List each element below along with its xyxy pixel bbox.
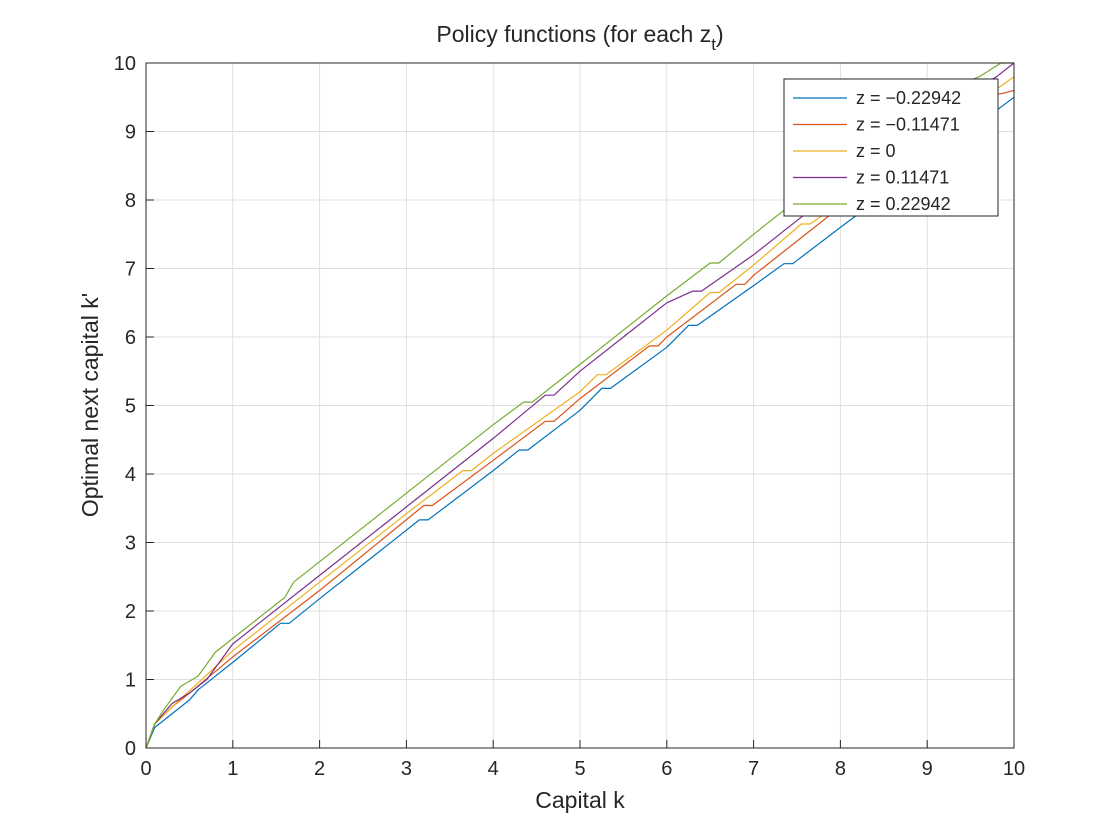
x-tick-label: 6 <box>661 758 672 780</box>
legend-entry-label: z = 0.11471 <box>856 168 949 188</box>
y-axis-label: Optimal next capital k' <box>77 293 103 517</box>
x-tick-label: 1 <box>227 758 238 780</box>
y-tick-label: 7 <box>125 259 136 281</box>
y-tick-label: 6 <box>125 327 136 349</box>
x-tick-label: 10 <box>1003 758 1025 780</box>
x-tick-label: 2 <box>314 758 325 780</box>
y-tick-label: 10 <box>114 53 136 75</box>
series-line-1 <box>145 96 1015 749</box>
x-tick-label: 7 <box>748 758 759 780</box>
y-tick-label: 8 <box>125 190 136 212</box>
x-axis-label: Capital k <box>535 787 625 813</box>
y-tick-label: 9 <box>125 122 136 144</box>
x-tick-label: 8 <box>835 758 846 780</box>
x-tick-label: 3 <box>401 758 412 780</box>
y-tick-label: 1 <box>125 670 136 692</box>
y-tick-label: 3 <box>125 533 136 555</box>
x-tick-label: 4 <box>488 758 499 780</box>
y-tick-label: 4 <box>125 464 136 486</box>
legend-box <box>783 78 999 217</box>
x-tick-label: 9 <box>922 758 933 780</box>
legend-entry-label: z = 0 <box>856 141 896 161</box>
x-tick-label: 0 <box>140 758 151 780</box>
y-tick-label: 2 <box>125 601 136 623</box>
legend-entry-label: z = −0.22942 <box>856 88 961 108</box>
x-tick-label: 5 <box>574 758 585 780</box>
tick-labels: 0 1 2 3 4 5 6 7 8 9 10 0 1 2 3 4 5 6 7 8 9 10 <box>114 53 1025 780</box>
y-tick-label: 5 <box>125 396 136 418</box>
y-tick-label: 0 <box>125 738 136 760</box>
legend: z = −0.22942 z = −0.11471 z = 0 z = 0.11471… <box>783 78 999 217</box>
legend-entry-label: z = 0.22942 <box>856 194 951 214</box>
legend-entry-label: z = −0.11471 <box>856 115 960 135</box>
chart-title: Policy functions (for each zt) <box>436 21 723 54</box>
